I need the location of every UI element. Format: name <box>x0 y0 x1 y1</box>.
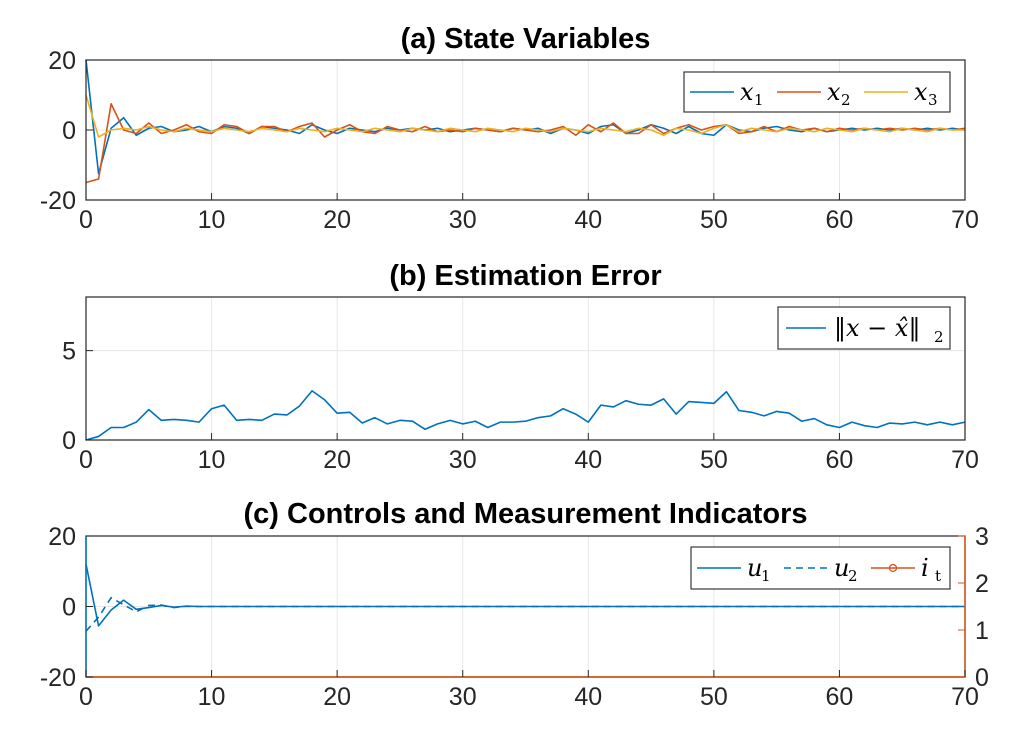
x-tick-label: 40 <box>574 206 602 234</box>
y-tick-label: -20 <box>40 187 76 215</box>
legend-subscript: 1 <box>754 91 764 109</box>
series-line-1 <box>85 596 965 632</box>
y-tick-label: 0 <box>62 594 76 622</box>
x-tick-label: 0 <box>79 683 93 711</box>
x-tick-label: 50 <box>700 206 728 234</box>
legend-subscript: 2 <box>934 328 944 346</box>
x-tick-label: 20 <box>323 206 351 234</box>
series-line-0 <box>85 390 966 441</box>
y-tick-label: 0 <box>62 117 76 145</box>
x-tick-label: 40 <box>574 683 602 711</box>
x-tick-label: 10 <box>198 446 226 474</box>
y-tick-label: 20 <box>48 47 76 75</box>
legend-label: u <box>834 554 849 582</box>
legend-label: x <box>827 78 841 106</box>
x-tick-label: 70 <box>951 206 979 234</box>
x-tick-label: 70 <box>951 446 979 474</box>
x-tick-label: 20 <box>323 446 351 474</box>
chart-title: (a) State Variables <box>401 23 651 55</box>
x-tick-label: 50 <box>700 446 728 474</box>
x-tick-label: 30 <box>449 683 477 711</box>
legend-subscript: 2 <box>841 91 851 109</box>
x-tick-label: 30 <box>449 446 477 474</box>
series-line-1 <box>85 102 966 184</box>
chart-title: (c) Controls and Measurement Indicators <box>244 498 808 530</box>
y-right-tick-label: 2 <box>975 570 989 598</box>
chart-title: (b) Estimation Error <box>389 260 661 292</box>
legend-label: ‖x − x̂‖ <box>834 314 920 343</box>
x-tick-label: 30 <box>449 206 477 234</box>
plot-frame <box>85 296 966 441</box>
legend-marker <box>888 563 898 573</box>
x-tick-label: 10 <box>198 206 226 234</box>
y-tick-label: -20 <box>40 664 76 692</box>
x-tick-label: 20 <box>323 683 351 711</box>
chart-1: 0 10 20 30 40 50 60 70 0 5 (b) Estimation Error ‖x … <box>62 260 979 474</box>
legend-subscript: 2 <box>848 567 858 585</box>
x-tick-label: 0 <box>79 446 93 474</box>
x-tick-label: 10 <box>198 683 226 711</box>
y-right-tick-label: 1 <box>975 617 989 645</box>
legend-label: u <box>747 554 762 582</box>
x-tick-label: 60 <box>826 206 854 234</box>
legend-subscript: t <box>935 567 941 585</box>
y-right-tick-label: 0 <box>975 664 989 692</box>
x-tick-label: 50 <box>700 683 728 711</box>
x-tick-label: 70 <box>951 683 979 711</box>
x-tick-label: 40 <box>574 446 602 474</box>
legend-label: x <box>914 78 928 106</box>
x-tick-label: 0 <box>79 206 93 234</box>
x-tick-label: 60 <box>826 683 854 711</box>
legend-label: x <box>740 78 754 106</box>
legend-subscript: 3 <box>928 91 938 109</box>
y-tick-label: 20 <box>48 523 76 551</box>
y-right-tick-label: 3 <box>975 523 989 551</box>
legend-subscript: 1 <box>761 567 771 585</box>
x-tick-label: 60 <box>826 446 854 474</box>
y-tick-label: 0 <box>62 427 76 455</box>
series-line-2 <box>85 94 965 138</box>
legend-label: i <box>921 554 929 582</box>
y-tick-label: 5 <box>62 338 76 366</box>
